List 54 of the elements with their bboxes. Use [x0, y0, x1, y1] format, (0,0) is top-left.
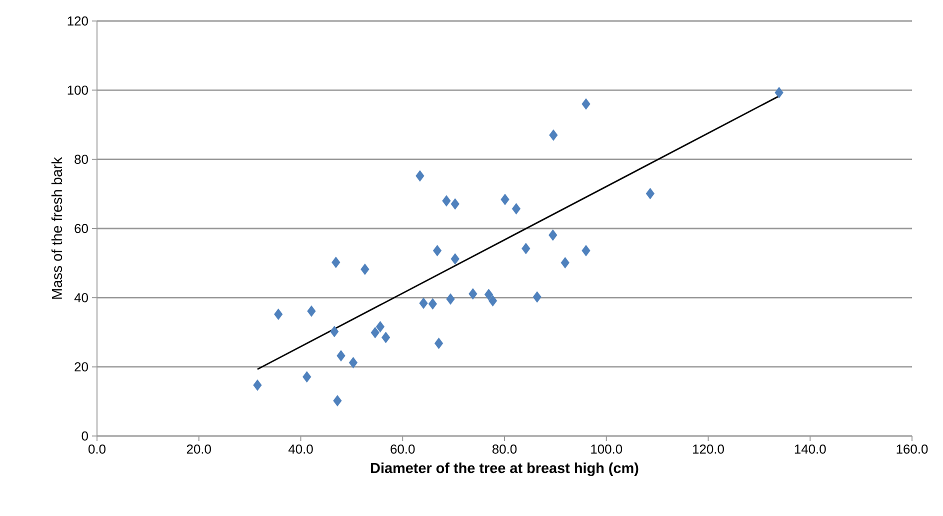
point	[419, 298, 428, 309]
y-tick-label: 0	[82, 431, 88, 441]
point	[416, 170, 424, 182]
point	[488, 295, 498, 306]
x-tick-label: 0.0	[88, 444, 106, 454]
x-tick-label: 160.0	[896, 444, 928, 454]
point	[307, 305, 316, 317]
x-tick-label: 20.0	[186, 444, 211, 454]
point	[370, 326, 380, 338]
point	[302, 371, 312, 383]
x-tick-label: 140.0	[794, 444, 826, 454]
point	[274, 308, 283, 320]
point	[428, 298, 438, 310]
point	[582, 98, 590, 110]
y-tick-label: 100	[68, 86, 88, 95]
point	[512, 203, 521, 214]
x-tick-label: 40.0	[288, 444, 313, 454]
point	[446, 293, 455, 305]
x-tick-label: 120.0	[693, 444, 724, 454]
point	[442, 195, 451, 207]
point	[549, 129, 558, 141]
y-tick-label: 80	[74, 154, 88, 164]
point	[450, 198, 460, 210]
point	[360, 264, 370, 276]
point	[348, 356, 358, 368]
y-tick-label: 20	[74, 362, 88, 372]
point	[468, 288, 478, 300]
point	[434, 338, 444, 350]
point	[500, 194, 510, 206]
point	[376, 321, 385, 332]
point	[548, 229, 558, 241]
x-tick-label: 80.0	[492, 444, 517, 454]
x-tick-label: 60.0	[390, 444, 415, 454]
point	[450, 253, 460, 265]
point	[336, 350, 346, 362]
x-axis-title: Diameter of the tree at breast high (cm)	[371, 462, 638, 476]
point	[484, 288, 494, 300]
point	[333, 395, 342, 406]
y-axis-title: Mass of the fresh bark	[51, 157, 62, 299]
point	[522, 242, 530, 254]
point	[582, 244, 590, 256]
point	[381, 332, 390, 344]
point	[332, 256, 340, 268]
point	[532, 291, 542, 303]
point	[330, 326, 339, 338]
point	[560, 257, 570, 268]
y-tick-label: 40	[74, 293, 88, 302]
point	[646, 188, 655, 200]
x-tick-label: 100.0	[591, 444, 622, 454]
y-tick-label: 60	[74, 224, 88, 234]
y-tick-label: 120	[68, 16, 88, 26]
point	[253, 379, 262, 391]
point	[774, 86, 784, 98]
point	[432, 244, 442, 256]
